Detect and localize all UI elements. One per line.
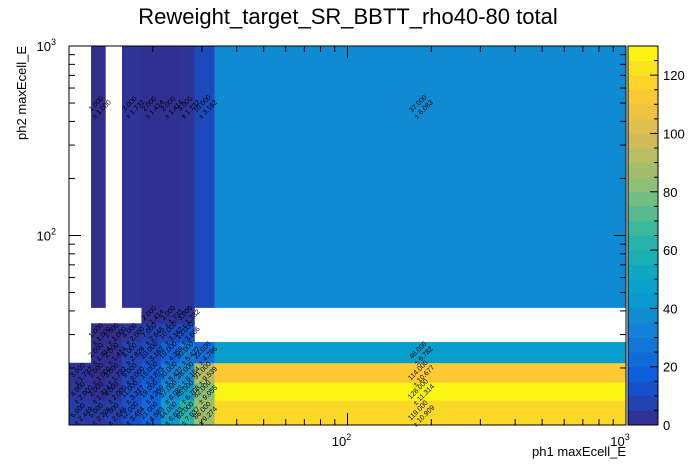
x-tick-exponent: 3 xyxy=(625,432,630,442)
x-tick-exponent: 2 xyxy=(346,432,351,442)
colorbar-tick-label: 40 xyxy=(663,301,677,316)
heatmap-cell xyxy=(179,46,195,308)
heatmap-cell xyxy=(161,362,181,383)
heatmap-cell xyxy=(91,323,106,343)
colorbar-tick-label: 0 xyxy=(663,418,670,433)
colorbar-tick-label: 120 xyxy=(663,68,685,83)
y-tick-exponent: 2 xyxy=(51,227,56,237)
heatmap-cell xyxy=(179,307,195,324)
heatmap-cell xyxy=(214,400,627,426)
colorbar-band xyxy=(628,352,658,368)
heatmap-cell xyxy=(141,323,162,343)
colorbar-band xyxy=(628,177,658,193)
heatmap-cell xyxy=(161,400,181,426)
heatmap-cell xyxy=(194,400,215,426)
heatmap-cells xyxy=(69,46,627,426)
colorbar-band xyxy=(628,337,658,353)
heatmap-cell xyxy=(194,342,215,364)
x-tick-label: 102 xyxy=(332,432,351,449)
heatmap-cell xyxy=(214,342,627,364)
colorbar-tick-label: 80 xyxy=(663,185,677,200)
colorbar-band xyxy=(628,133,658,149)
colorbar-band xyxy=(628,235,658,251)
heatmap-cell xyxy=(141,307,162,324)
colorbar-tick-label: 100 xyxy=(663,126,685,141)
heatmap-cell xyxy=(141,362,162,383)
colorbar-band xyxy=(628,75,658,91)
heatmap-cell xyxy=(141,400,162,426)
colorbar-tick-label: 20 xyxy=(663,360,677,375)
colorbar-band xyxy=(628,148,658,164)
colorbar-band xyxy=(628,395,658,411)
heatmap-cell xyxy=(161,342,181,364)
heatmap-cell xyxy=(161,307,181,324)
heatmap-cell xyxy=(122,342,142,364)
heatmap-cell xyxy=(105,382,123,401)
colorbar-band xyxy=(628,410,658,426)
heatmap-cell xyxy=(122,382,142,401)
heatmap-cell xyxy=(91,362,106,383)
colorbar-band xyxy=(628,46,658,61)
heatmap-cell xyxy=(122,323,142,343)
heatmap-cell xyxy=(91,400,106,426)
heatmap-cell xyxy=(179,342,195,364)
heatmap-cell xyxy=(194,46,215,308)
colorbar-tick-label: 60 xyxy=(663,243,677,258)
y-tick-label: 103 xyxy=(37,37,56,54)
heatmap-cell xyxy=(105,362,123,383)
colorbar-band xyxy=(628,206,658,222)
heatmap-cell xyxy=(194,362,215,383)
heatmap-cell xyxy=(141,382,162,401)
heatmap-cell xyxy=(214,362,627,383)
colorbar-band xyxy=(628,322,658,338)
chart-title: Reweight_target_SR_BBTT_rho40-80 total xyxy=(138,4,557,29)
colorbar-band xyxy=(628,381,658,397)
heatmap-cell xyxy=(141,342,162,364)
heatmap-cell xyxy=(179,382,195,401)
colorbar-band xyxy=(628,279,658,295)
colorbar-band xyxy=(628,60,658,76)
colorbar-band xyxy=(628,220,658,236)
heatmap-cell xyxy=(214,46,627,308)
heatmap-cell xyxy=(161,323,181,343)
heatmap-cell xyxy=(69,400,92,426)
heatmap-cell xyxy=(194,382,215,401)
colorbar-band xyxy=(628,162,658,178)
colorbar-band xyxy=(628,250,658,266)
color-scale: 0 20 40 60 80 100 120 xyxy=(627,45,685,433)
colorbar-band xyxy=(628,118,658,134)
heatmap-cell xyxy=(161,46,181,308)
heatmap-cell xyxy=(105,342,123,364)
heatmap-cell xyxy=(214,382,627,401)
x-axis-label: ph1 maxEcell_E xyxy=(532,444,626,459)
colorbar-band xyxy=(628,89,658,105)
heatmap-cell xyxy=(91,342,106,364)
y-tick-exponent: 3 xyxy=(51,37,56,47)
y-axis-label: ph2 maxEcell_E xyxy=(14,46,29,140)
colorbar-band xyxy=(628,366,658,382)
colorbar-band xyxy=(628,191,658,207)
colorbar-band xyxy=(628,264,658,280)
cell-label: 1.000± 1.000 xyxy=(88,95,113,120)
heatmap-cell xyxy=(122,400,142,426)
heatmap-cell xyxy=(122,362,142,383)
colorbar-band xyxy=(628,308,658,324)
colorbar-band xyxy=(628,293,658,309)
heatmap-cell xyxy=(179,400,195,426)
y-tick-label: 102 xyxy=(37,227,56,244)
heatmap-cell xyxy=(161,382,181,401)
heatmap-cell xyxy=(91,46,106,308)
heatmap-cell xyxy=(179,323,195,343)
heatmap-cell xyxy=(105,323,123,343)
heatmap-cell xyxy=(122,46,142,308)
heatmap-cell xyxy=(179,362,195,383)
heatmap-cell xyxy=(141,46,162,308)
heatmap-cell xyxy=(69,382,92,401)
colorbar-band xyxy=(628,104,658,120)
heatmap-cell xyxy=(91,382,106,401)
heatmap-cell xyxy=(105,400,123,426)
